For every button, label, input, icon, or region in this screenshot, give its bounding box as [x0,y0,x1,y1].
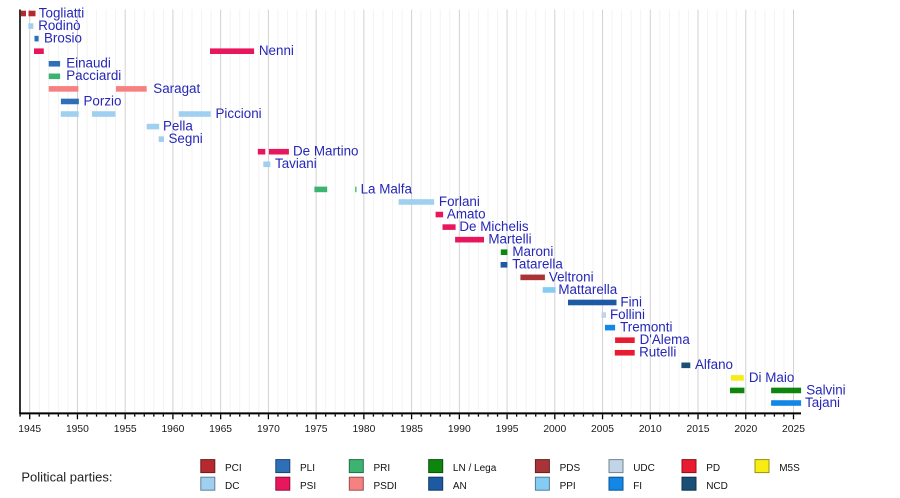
svg-text:Martelli: Martelli [488,232,531,247]
svg-text:Tatarella: Tatarella [512,257,563,272]
svg-text:2010: 2010 [639,424,662,435]
svg-text:La Malfa: La Malfa [361,181,413,196]
svg-text:Maroni: Maroni [512,244,553,259]
svg-text:1965: 1965 [209,424,232,435]
svg-text:Pacciardi: Pacciardi [66,68,121,83]
svg-text:Brosio: Brosio [44,31,82,46]
svg-text:LN / Lega: LN / Lega [453,463,497,474]
svg-text:UDC: UDC [633,463,655,474]
svg-text:Amato: Amato [447,206,486,221]
svg-text:De Michelis: De Michelis [459,219,529,234]
svg-text:Rutelli: Rutelli [639,345,676,360]
svg-text:1995: 1995 [496,424,519,435]
svg-text:2015: 2015 [687,424,710,435]
svg-text:Porzio: Porzio [84,93,122,108]
svg-text:1970: 1970 [257,424,280,435]
svg-text:1955: 1955 [114,424,137,435]
svg-text:Pella: Pella [163,118,193,133]
svg-text:2020: 2020 [734,424,757,435]
svg-text:2005: 2005 [591,424,614,435]
svg-text:Tajani: Tajani [805,395,840,410]
svg-text:D'Alema: D'Alema [640,332,691,347]
svg-text:PCI: PCI [225,463,242,474]
svg-text:Di Maio: Di Maio [749,370,794,385]
svg-text:NCD: NCD [706,481,728,492]
svg-text:PLI: PLI [300,463,315,474]
svg-text:AN: AN [453,481,467,492]
svg-text:Veltroni: Veltroni [549,269,594,284]
svg-text:Salvini: Salvini [806,382,845,397]
svg-text:FI: FI [633,481,642,492]
svg-text:Alfano: Alfano [695,357,733,372]
svg-text:De Martino: De Martino [293,144,359,159]
svg-text:Einaudi: Einaudi [66,56,111,71]
svg-text:Nenni: Nenni [259,43,294,58]
svg-text:2025: 2025 [782,424,805,435]
svg-text:M5S: M5S [779,463,800,474]
svg-text:Follini: Follini [610,307,645,322]
svg-text:Piccioni: Piccioni [216,106,262,121]
svg-text:Tremonti: Tremonti [620,320,672,335]
svg-text:Segni: Segni [169,131,203,146]
svg-text:Forlani: Forlani [439,194,480,209]
svg-text:Political parties:: Political parties: [21,469,112,484]
svg-text:PRI: PRI [374,463,391,474]
svg-text:Fini: Fini [620,294,642,309]
svg-text:PDS: PDS [560,463,581,474]
svg-text:Togliatti: Togliatti [39,5,84,20]
svg-text:1985: 1985 [400,424,423,435]
svg-text:Rodinò: Rodinò [38,18,80,33]
svg-text:1990: 1990 [448,424,471,435]
svg-text:2000: 2000 [543,424,566,435]
svg-text:Taviani: Taviani [275,156,317,171]
svg-text:PD: PD [706,463,720,474]
svg-text:PSDI: PSDI [374,481,397,492]
svg-text:PPI: PPI [560,481,576,492]
svg-text:Saragat: Saragat [153,81,200,96]
svg-text:1960: 1960 [161,424,184,435]
svg-text:1950: 1950 [66,424,89,435]
svg-text:1945: 1945 [18,424,41,435]
svg-text:DC: DC [225,481,239,492]
svg-text:1980: 1980 [352,424,375,435]
svg-text:1975: 1975 [305,424,328,435]
svg-text:PSI: PSI [300,481,316,492]
svg-text:Mattarella: Mattarella [558,282,617,297]
